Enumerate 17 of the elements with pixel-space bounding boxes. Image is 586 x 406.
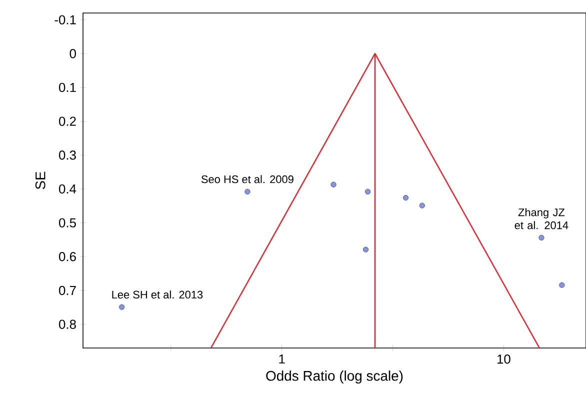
x-axis-title: Odds Ratio (log scale): [266, 370, 403, 384]
y-tick-label: 0: [70, 49, 76, 58]
x-tick-label: 1: [279, 354, 285, 364]
y-tick-label: 0.7: [58, 286, 76, 296]
y-tick-label: 0.5: [58, 218, 76, 228]
y-tick-label: 0.1: [58, 82, 76, 92]
y-tick-label: 0.2: [58, 116, 76, 126]
annotation: Zhang JZ et al. 2014: [514, 208, 568, 230]
y-tick-label: -0.1: [54, 15, 76, 24]
y-tick-label: 0.8: [58, 320, 76, 329]
annotation: Seo HS et al. 2009: [201, 175, 294, 184]
y-tick-label: 0.4: [58, 184, 76, 194]
annotation: Lee SH et al. 2013: [112, 290, 203, 299]
y-tick-label: 0.3: [58, 150, 76, 160]
y-axis-title: SE: [35, 172, 46, 190]
x-tick-label: 10: [497, 354, 510, 364]
y-tick-label: 0.6: [58, 252, 76, 262]
